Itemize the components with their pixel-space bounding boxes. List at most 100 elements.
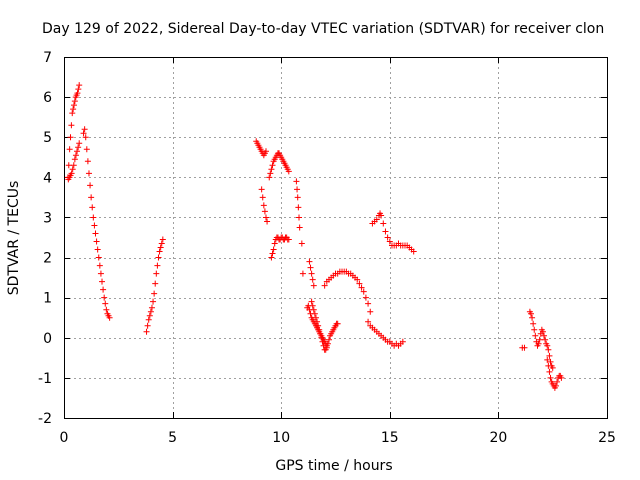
data-point: [285, 168, 292, 175]
data-point: [81, 126, 88, 133]
data-point: [308, 298, 315, 305]
data-point: [71, 156, 78, 163]
y-tick-label: -1: [38, 371, 52, 387]
y-tick-label: 4: [43, 170, 52, 186]
data-point: [266, 174, 273, 181]
y-tick-labels: -2 -1 0 1 2 3 4 5 6 7: [38, 50, 52, 427]
data-point: [154, 262, 161, 269]
data-point: [74, 148, 81, 155]
data-point: [299, 270, 306, 277]
data-point: [147, 308, 154, 315]
data-point: [267, 170, 274, 177]
data-point: [410, 248, 417, 255]
y-tick-label: -2: [38, 411, 52, 427]
data-point: [97, 270, 104, 277]
data-point: [311, 310, 318, 317]
data-point: [258, 186, 265, 193]
data-point: [157, 244, 164, 251]
data-point: [365, 318, 372, 325]
data-point: [309, 302, 316, 309]
data-point: [68, 122, 75, 129]
data-point: [270, 246, 277, 253]
data-point: [259, 194, 266, 201]
data-point: [74, 90, 81, 97]
data-point: [317, 330, 324, 337]
data-point: [94, 246, 101, 253]
data-point: [102, 300, 109, 307]
data-point: [67, 134, 74, 141]
data-point: [76, 140, 83, 147]
data-point: [89, 204, 96, 211]
y-axis-label: SDTVAR / TECUs: [6, 181, 22, 296]
y-tick-label: 0: [43, 331, 52, 347]
data-point: [531, 326, 538, 333]
data-point: [294, 186, 301, 193]
data-point: [546, 368, 553, 375]
data-point: [76, 82, 83, 89]
data-point: [296, 214, 303, 221]
data-point: [312, 314, 319, 321]
data-point: [535, 340, 542, 347]
data-point: [334, 320, 341, 327]
data-point: [269, 250, 276, 257]
data-point: [546, 352, 553, 359]
data-point: [310, 306, 317, 313]
data-point: [260, 202, 267, 209]
data-point: [358, 284, 365, 291]
data-point: [91, 222, 98, 229]
y-tick-label: 1: [43, 291, 52, 307]
data-point: [68, 170, 75, 177]
data-point: [144, 322, 151, 329]
data-point: [85, 170, 92, 177]
data-point: [547, 358, 554, 365]
y-tick-label: 2: [43, 251, 52, 267]
data-point: [296, 224, 303, 231]
data-point: [103, 306, 110, 313]
data-point: [269, 162, 276, 169]
data-point: [324, 340, 331, 347]
data-point: [532, 332, 539, 339]
data-point: [382, 228, 389, 235]
data-point: [69, 110, 76, 117]
data-point: [156, 248, 163, 255]
data-point: [360, 288, 367, 295]
data-point: [262, 148, 269, 155]
data-point: [527, 310, 534, 317]
data-point: [362, 294, 369, 301]
data-point: [318, 334, 325, 341]
data-point: [323, 344, 330, 351]
data-point: [70, 162, 77, 169]
x-tick-label: 0: [60, 430, 69, 446]
data-point: [549, 364, 556, 371]
data-point: [96, 262, 103, 269]
data-point: [70, 102, 77, 109]
data-point: [285, 236, 292, 243]
data-point: [151, 290, 158, 297]
data-point: [319, 338, 326, 345]
data-point: [552, 382, 559, 389]
data-point: [544, 356, 551, 363]
data-point: [69, 166, 76, 173]
data-point: [295, 204, 302, 211]
data-point: [155, 254, 162, 261]
data-point: [145, 316, 152, 323]
x-tick-label: 10: [272, 430, 290, 446]
data-point: [158, 240, 165, 247]
data-point: [554, 378, 561, 385]
data-point: [542, 336, 549, 343]
data-point: [84, 158, 91, 165]
data-point: [367, 308, 374, 315]
data-point: [298, 240, 305, 247]
y-tick-label: 3: [43, 210, 52, 226]
data-point: [70, 106, 77, 113]
y-tick-label: 7: [43, 50, 52, 66]
y-tick-label: 5: [43, 130, 52, 146]
data-point: [261, 208, 268, 215]
data-point: [545, 362, 552, 369]
data-point: [293, 178, 300, 185]
data-point: [82, 134, 89, 141]
grid-lines: [64, 57, 607, 418]
data-point: [75, 86, 82, 93]
data-point: [380, 220, 387, 227]
